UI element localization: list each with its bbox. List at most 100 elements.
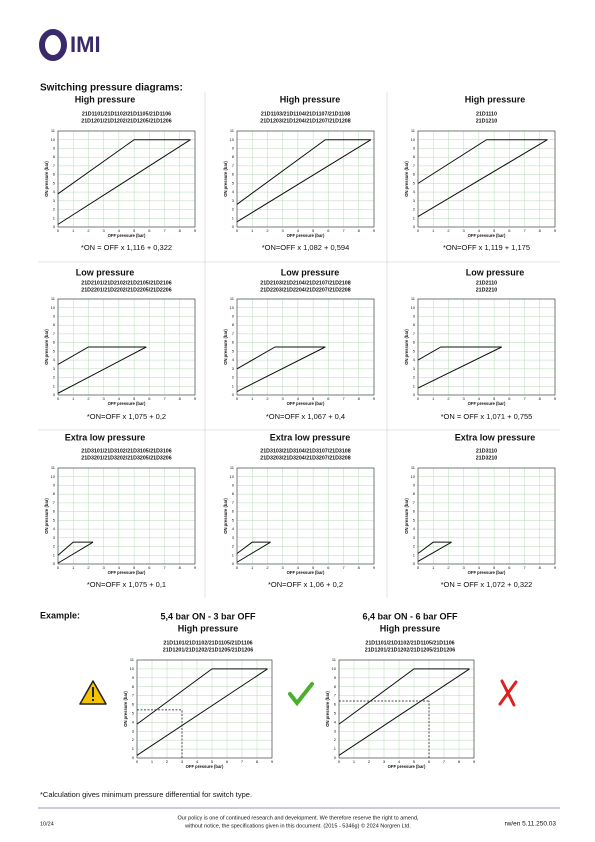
x-tick-label: 5 (312, 396, 315, 401)
x-tick-label: 9 (554, 396, 557, 401)
x-axis-label: OFF pressure (bar) (287, 401, 325, 406)
x-tick-label: 3 (282, 228, 285, 233)
x-tick-label: 2 (87, 565, 90, 570)
x-axis-label: OFF pressure (bar) (287, 570, 325, 575)
x-tick-label: 5 (133, 565, 136, 570)
y-tick-label: 10 (230, 137, 235, 142)
y-tick-label: 7 (132, 693, 135, 698)
y-tick-label: 9 (53, 146, 56, 151)
lower-line (57, 139, 191, 225)
x-tick-label: 6 (508, 228, 511, 233)
formula: *ON=OFF x 1,075 + 0,1 (87, 580, 166, 589)
y-tick-label: 9 (53, 483, 56, 488)
x-tick-label: 9 (194, 565, 197, 570)
y-tick-label: 7 (334, 693, 337, 698)
diagram-title: High pressure (75, 94, 136, 104)
diagram-chart: 0 1 2 3 4 5 6 7 8 9 0 1 2 3 4 5 6 7 8 9 10 11 OFF pressure (ba… (404, 465, 557, 575)
plot-frame (236, 467, 375, 565)
model-list: 21D2210 (476, 287, 498, 293)
y-axis-label: ON pressure (bar) (44, 329, 49, 365)
y-tick-label: 11 (51, 128, 56, 133)
x-tick-label: 7 (163, 228, 166, 233)
x-tick-label: 9 (194, 396, 197, 401)
upper-line (236, 541, 271, 554)
x-tick-label: 3 (181, 759, 184, 764)
y-tick-label: 3 (132, 728, 135, 733)
x-tick-label: 4 (297, 565, 300, 570)
x-tick-label: 7 (342, 396, 345, 401)
x-tick-label: 2 (447, 396, 450, 401)
y-tick-label: 5 (53, 517, 56, 522)
footer-policy: Our policy is one of continued research … (177, 815, 419, 821)
model-list: 21D3103/21D3104/21D3107/21D3108 (260, 448, 350, 454)
y-tick-label: 0 (53, 392, 56, 397)
diagram-chart: 0 1 2 3 4 5 6 7 8 9 0 1 2 3 4 5 6 7 8 9 10 11 OFF pressure (ba… (223, 465, 376, 575)
diagram-title: High pressure (465, 94, 526, 104)
x-tick-label: 4 (478, 565, 481, 570)
x-tick-label: 9 (554, 228, 557, 233)
x-tick-label: 0 (57, 565, 60, 570)
y-tick-label: 8 (334, 684, 337, 689)
y-tick-label: 11 (230, 465, 235, 470)
x-tick-label: 2 (87, 396, 90, 401)
x-tick-label: 0 (136, 759, 139, 764)
y-tick-label: 2 (334, 737, 337, 742)
x-tick-label: 1 (432, 228, 435, 233)
x-tick-label: 6 (327, 565, 330, 570)
x-tick-label: 2 (447, 228, 450, 233)
lower-line (236, 541, 271, 563)
x-tick-label: 2 (266, 228, 269, 233)
x-axis-label: OFF pressure (bar) (388, 764, 426, 769)
x-tick-label: 4 (478, 228, 481, 233)
y-tick-label: 1 (413, 215, 416, 220)
model-list: 21D1201/21D1202/21D1205/21D1206 (81, 118, 171, 124)
y-tick-label: 6 (413, 172, 416, 177)
y-tick-label: 4 (413, 357, 416, 362)
x-tick-label: 7 (523, 565, 526, 570)
y-tick-label: 10 (332, 666, 337, 671)
x-tick-label: 3 (463, 396, 466, 401)
logo-ring (39, 29, 67, 61)
y-tick-label: 11 (230, 296, 235, 301)
y-tick-label: 4 (53, 526, 56, 531)
model-list: 21D3201/21D3202/21D3205/21D3206 (81, 455, 171, 461)
y-tick-label: 3 (53, 366, 56, 371)
formula: *ON = OFF x 1,116 + 0,322 (81, 243, 172, 252)
x-tick-label: 8 (179, 228, 182, 233)
x-tick-label: 4 (297, 396, 300, 401)
y-axis-label: ON pressure (bar) (404, 498, 409, 534)
x-tick-label: 3 (463, 228, 466, 233)
y-tick-label: 4 (132, 719, 135, 724)
upper-line (136, 668, 268, 725)
upper-line (338, 668, 470, 725)
x-tick-label: 8 (358, 565, 361, 570)
upper-line (57, 139, 191, 195)
x-tick-label: 6 (148, 565, 151, 570)
y-tick-label: 1 (53, 383, 56, 388)
x-tick-label: 1 (432, 565, 435, 570)
y-tick-label: 6 (232, 509, 235, 514)
x-tick-label: 4 (196, 759, 199, 764)
diagram-title: Low pressure (466, 267, 525, 277)
y-tick-label: 10 (411, 305, 416, 310)
x-tick-label: 1 (151, 759, 154, 764)
x-axis-label: OFF pressure (bar) (287, 233, 325, 238)
y-tick-label: 11 (51, 465, 56, 470)
x-tick-label: 7 (163, 565, 166, 570)
x-tick-label: 8 (539, 565, 542, 570)
y-tick-label: 3 (413, 366, 416, 371)
y-tick-label: 7 (232, 331, 235, 336)
formula: *ON = OFF x 1,072 + 0,322 (441, 580, 533, 589)
diagram-chart: 0 1 2 3 4 5 6 7 8 9 0 1 2 3 4 5 6 7 8 9 10 11 OFF pressure (ba… (404, 128, 557, 238)
y-tick-label: 2 (413, 207, 416, 212)
y-tick-label: 11 (130, 657, 135, 662)
y-tick-label: 10 (411, 137, 416, 142)
upper-line (236, 139, 371, 205)
lower-line (236, 346, 326, 392)
x-tick-label: 8 (539, 396, 542, 401)
y-tick-label: 1 (232, 215, 235, 220)
y-tick-label: 2 (53, 207, 56, 212)
y-tick-label: 7 (53, 163, 56, 168)
y-tick-label: 4 (232, 526, 235, 531)
